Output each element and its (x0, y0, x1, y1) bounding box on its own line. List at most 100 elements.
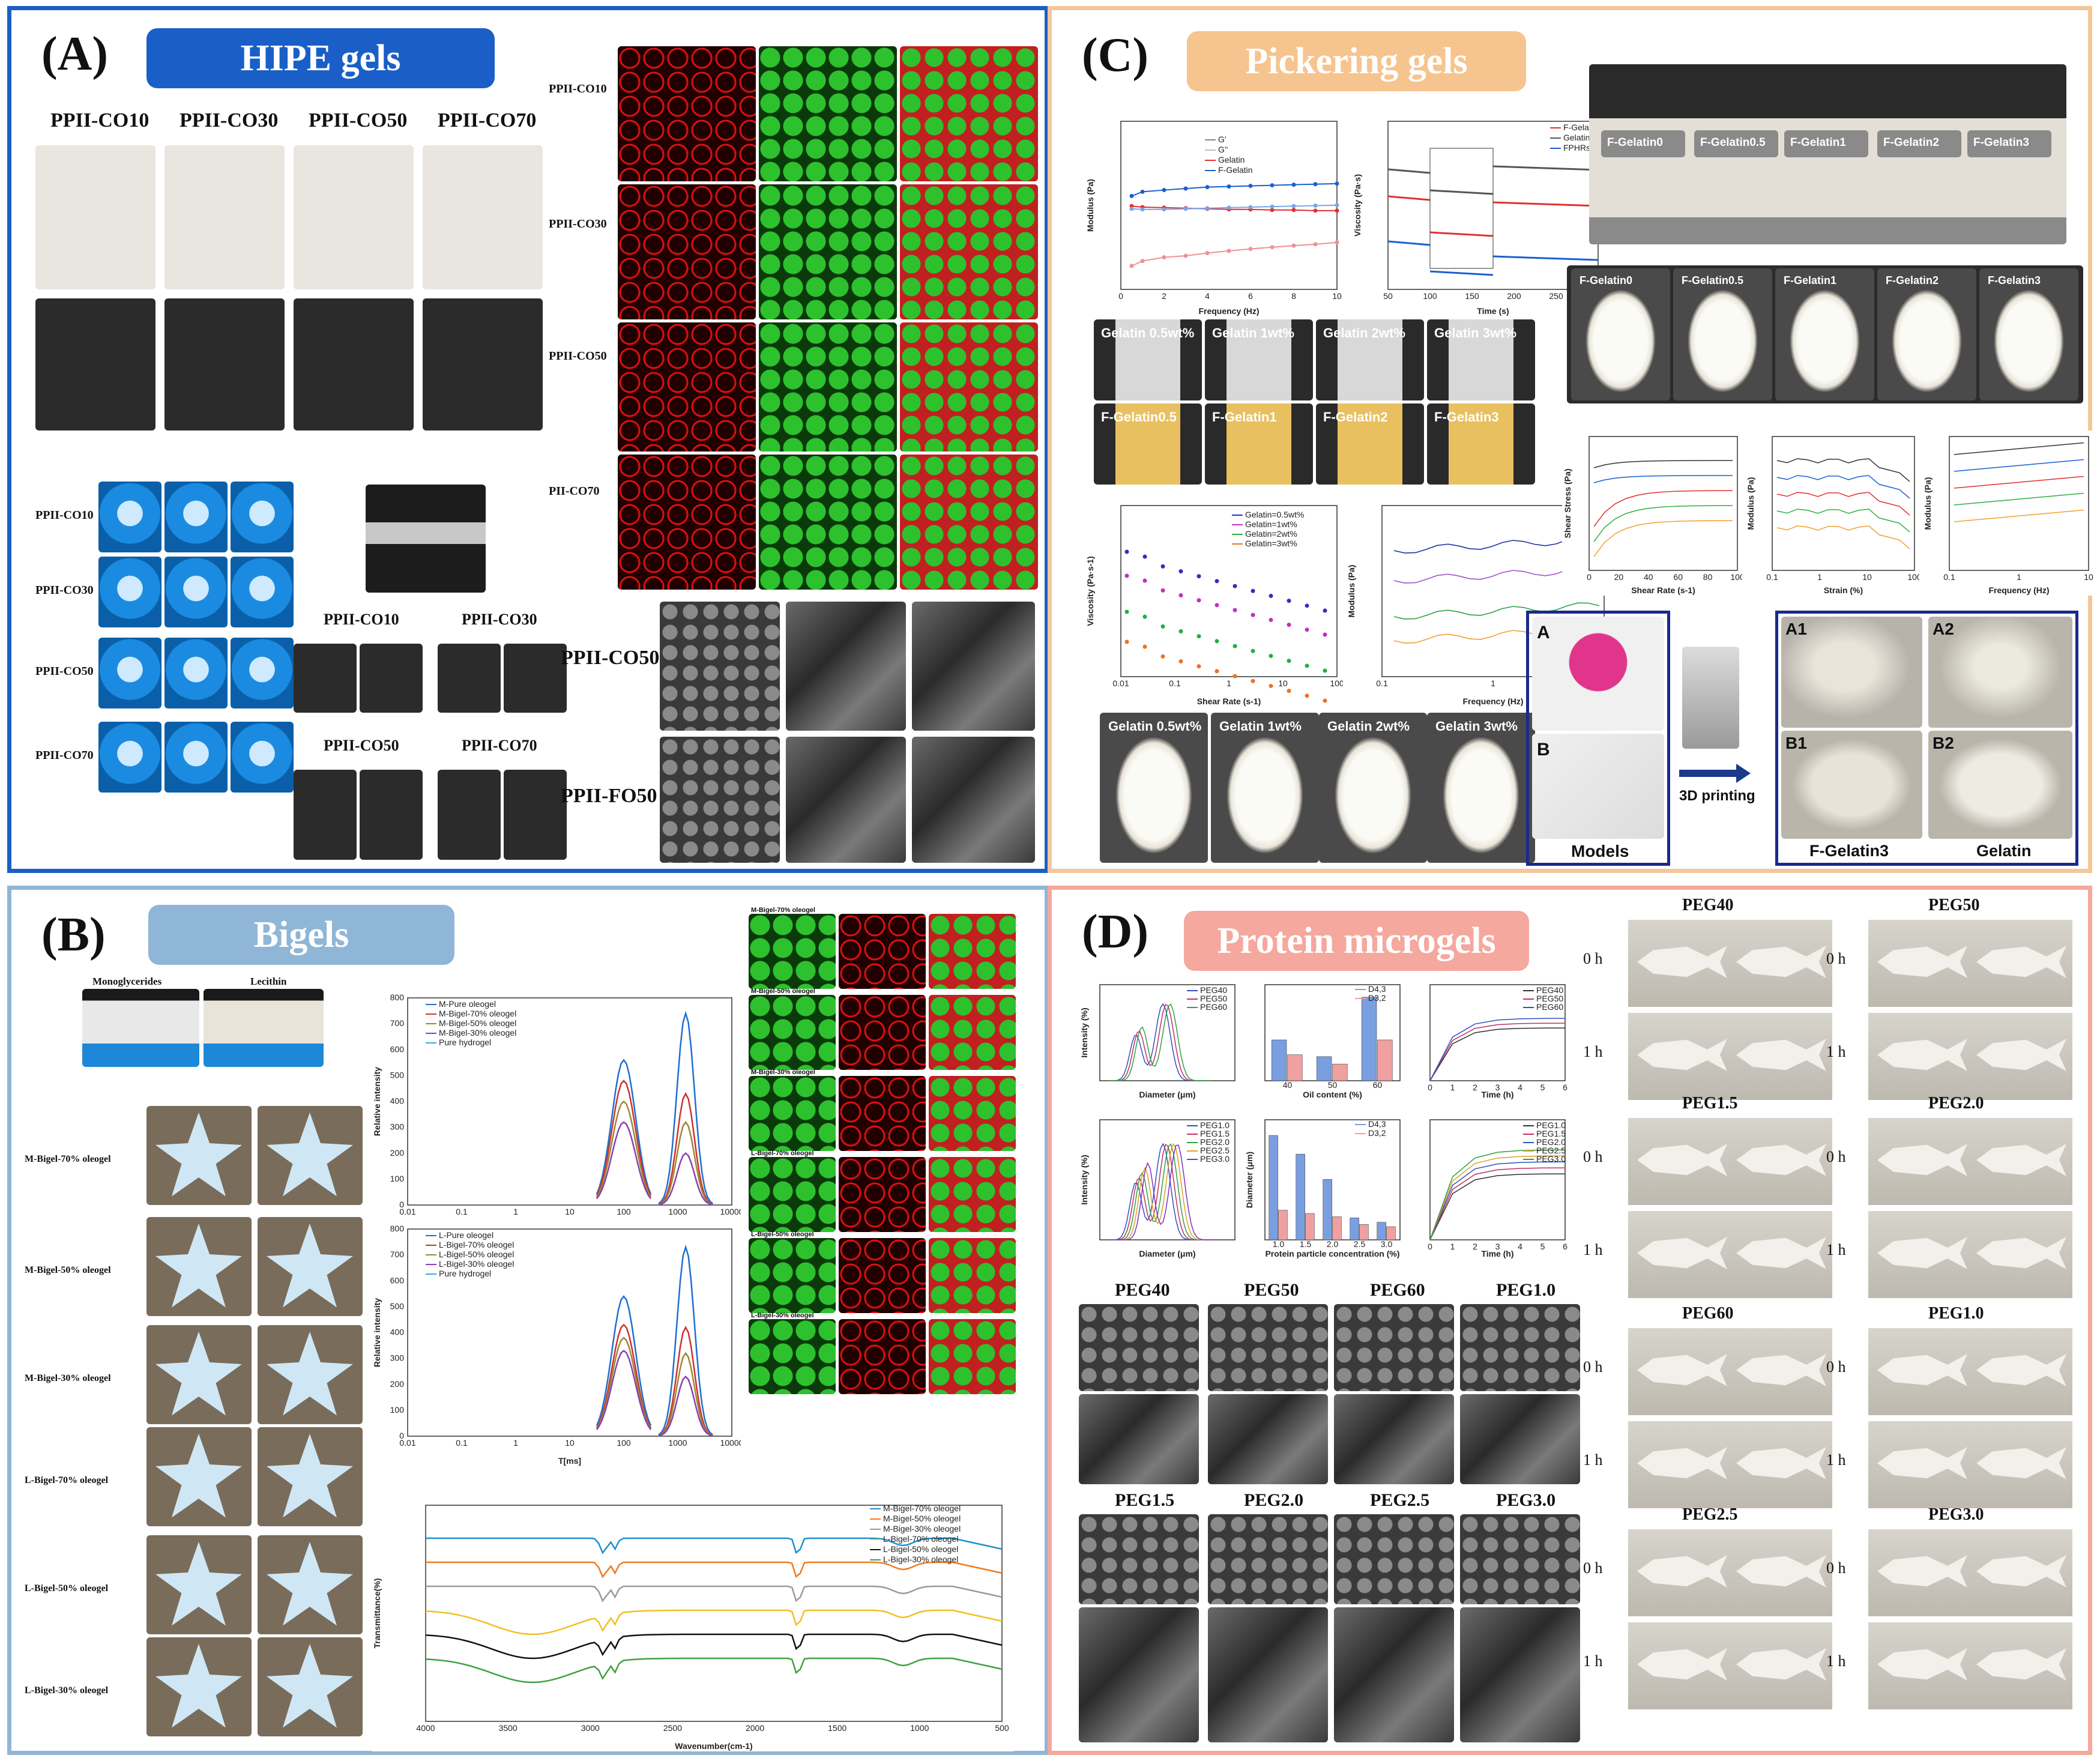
tube-label: F-Gelatin2 (1323, 409, 1388, 424)
x-tick-label: 3000 (581, 1723, 600, 1733)
data-point (1227, 205, 1231, 210)
tube-photo (1427, 319, 1535, 400)
plate-photo (1877, 268, 1976, 400)
series-line (1954, 476, 2084, 489)
bar (1269, 1135, 1278, 1240)
series-line (1954, 492, 2084, 506)
confocal-red-image (839, 1238, 926, 1313)
legend-entry: G'' (1218, 145, 1228, 154)
sem-label: PEG2.0 (1244, 1490, 1304, 1510)
data-point (1129, 207, 1134, 211)
series-line (1954, 459, 2084, 472)
data-point (1305, 693, 1309, 698)
confocal-green-image (749, 914, 836, 989)
x-tick-label: 100 (1423, 291, 1437, 301)
data-point (1124, 573, 1129, 578)
plate-label: F-Gelatin0 (1580, 274, 1633, 286)
jar-tag (1877, 130, 1961, 157)
bowl-photo (231, 638, 294, 708)
data-point (1196, 664, 1201, 669)
legend-entry: M-Pure oleogel (439, 999, 496, 1009)
x-axis-label: T[ms] (558, 1456, 581, 1466)
plate-label: F-Gelatin1 (1784, 274, 1837, 286)
legend-entry: Gelatin (1563, 133, 1590, 142)
conf-label: L-Bigel-30% oleogel (751, 1312, 814, 1319)
data-point (1178, 569, 1183, 574)
x-tick-label: 0 (1587, 572, 1592, 582)
legend-entry: PEG2.5 (1536, 1146, 1566, 1155)
series-line (425, 1609, 1003, 1636)
legend-entry: PEG3.0 (1200, 1154, 1230, 1164)
fish-label: PEG2.5 (1682, 1505, 1738, 1524)
x-tick-label: 150 (1465, 291, 1479, 301)
x-tick-label: 3500 (499, 1723, 517, 1733)
tube-photo (1094, 403, 1202, 485)
confocal-red-image (839, 1076, 926, 1151)
print-caption-2: Gelatin (1976, 842, 2032, 860)
data-point (1270, 204, 1275, 209)
x-axis-label: Frequency (Hz) (1988, 585, 2049, 595)
legend-entry: D4,3 (1368, 1119, 1386, 1129)
series-line (1492, 165, 1599, 171)
ruler-photo (366, 485, 486, 593)
x-axis-label: Shear Rate (s-1) (1197, 696, 1261, 706)
tube-label: F-Gelatin1 (1212, 409, 1277, 424)
series-line (1108, 1143, 1212, 1240)
plot-frame (1099, 984, 1236, 1081)
series-line (1776, 525, 1910, 549)
tube-label: F-Gelatin0.5 (1101, 409, 1177, 424)
size-distribution-chart-2: Diameter (μm)Intensity (%)PEG1.0PEG1.5PE… (1079, 1115, 1238, 1259)
model-b-label: B (1537, 740, 1550, 760)
sample-label: L-Bigel-50% oleogel (25, 1583, 109, 1593)
sem-image (1460, 1514, 1580, 1604)
fish-label: PEG1.5 (1682, 1094, 1738, 1113)
x-axis-label: Time (h) (1481, 1090, 1513, 1099)
y-tick-label: 800 (390, 1224, 405, 1233)
bar (1271, 1039, 1287, 1081)
sem-image (1208, 1607, 1328, 1742)
plate-label: F-Gelatin3 (1988, 274, 2041, 286)
sem-image (1208, 1304, 1328, 1391)
highlight-box (1429, 148, 1494, 269)
x-tick-label: 4 (1518, 1242, 1522, 1251)
data-point (1162, 255, 1166, 260)
sem-image (912, 602, 1035, 731)
y-tick-label: 0 (399, 1431, 404, 1440)
tube-label: Gelatin 3wt% (1434, 325, 1516, 340)
data-point (1248, 184, 1253, 189)
legend-entry: PEG2.0 (1536, 1137, 1566, 1147)
series-line (1429, 1022, 1566, 1081)
sem-image (786, 737, 906, 863)
plot-frame (407, 1228, 732, 1437)
sample-label: L-Bigel-30% oleogel (25, 1685, 109, 1696)
legend-entry: PEG1.0 (1536, 1120, 1566, 1130)
x-tick-label: 3.0 (1381, 1239, 1393, 1249)
drop-label: Gelatin 0.5wt% (1108, 719, 1202, 734)
jar-label: F-Gelatin2 (1883, 136, 1939, 149)
fish-label: PEG60 (1682, 1304, 1734, 1323)
sample-label: M-Bigel-50% oleogel (25, 1265, 111, 1275)
sem-image (1460, 1394, 1580, 1484)
data-point (1335, 240, 1339, 245)
panel-b: (B) Bigels Monoglycerides Lecithin M-Big… (7, 886, 1049, 1755)
fish-label: PEG40 (1682, 896, 1734, 914)
confocal-merge-image (900, 46, 1038, 181)
x-tick-label: 100 (1907, 572, 1919, 582)
sample-label: PPII-CO30 (180, 109, 279, 131)
x-tick-label: 50 (1328, 1080, 1338, 1090)
shear-stress-chart: 0 20 40 60 80 100 Shear Rate (s-1) Shear Stress… (1562, 430, 1742, 596)
series-line (426, 1561, 1003, 1578)
x-tick-label: 80 (1703, 572, 1713, 582)
fork-gel-photo (438, 644, 501, 713)
legend-entry: PEG40 (1200, 985, 1227, 995)
confocal-red-image (618, 455, 756, 590)
viscosity-time-chart: 50100150200250300Time (s)Viscosity (Pa·s… (1352, 112, 1604, 316)
data-point (1323, 668, 1327, 673)
series-line (1108, 1143, 1213, 1240)
plate-photo (1673, 268, 1772, 400)
data-point (1205, 185, 1210, 190)
series-line (1429, 270, 1494, 276)
tube-photo (1205, 403, 1313, 485)
panel-c-letter: (C) (1082, 29, 1149, 82)
x-axis-label: Time (s) (1477, 306, 1509, 316)
